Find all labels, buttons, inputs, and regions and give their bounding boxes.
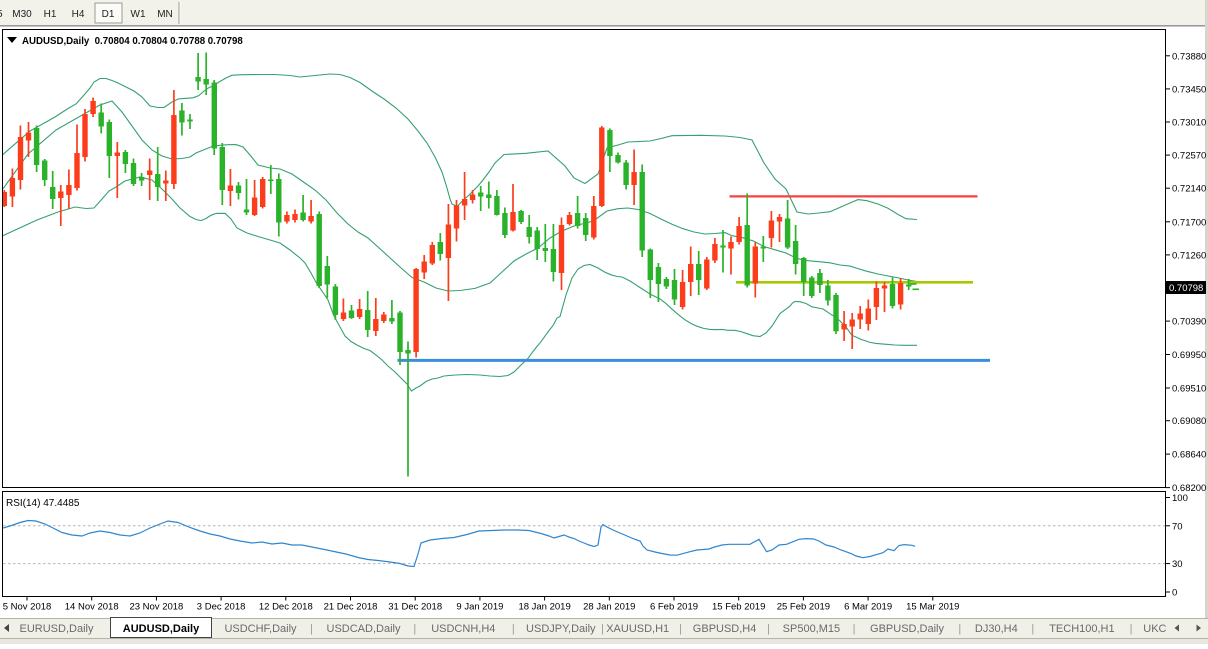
svg-text:15 Feb 2019: 15 Feb 2019 xyxy=(712,602,765,613)
svg-text:0.72140: 0.72140 xyxy=(1172,184,1206,195)
svg-text:15 Mar 2019: 15 Mar 2019 xyxy=(906,602,959,613)
svg-text:AUDUSD,Daily: AUDUSD,Daily xyxy=(123,623,200,635)
svg-text:12 Dec 2018: 12 Dec 2018 xyxy=(259,602,313,613)
svg-text:RSI(14) 47.4485: RSI(14) 47.4485 xyxy=(6,498,80,509)
svg-text:|: | xyxy=(413,623,416,635)
svg-text:D1: D1 xyxy=(102,9,115,20)
svg-text:|: | xyxy=(601,623,604,635)
svg-text:|: | xyxy=(1031,623,1034,635)
svg-text:5: 5 xyxy=(0,9,3,20)
svg-text:AUDUSD,Daily 0.70804 0.70804: AUDUSD,Daily 0.70804 0.70804 0.70788 0.7… xyxy=(22,36,243,47)
svg-text:|: | xyxy=(310,623,313,635)
svg-text:70: 70 xyxy=(1172,521,1183,532)
svg-text:0.69510: 0.69510 xyxy=(1172,384,1206,395)
svg-text:0.70798: 0.70798 xyxy=(1169,283,1203,294)
svg-text:14 Nov 2018: 14 Nov 2018 xyxy=(65,602,119,613)
svg-text:100: 100 xyxy=(1172,493,1188,504)
svg-text:6 Mar 2019: 6 Mar 2019 xyxy=(844,602,892,613)
svg-text:0.69950: 0.69950 xyxy=(1172,350,1206,361)
svg-text:0.68640: 0.68640 xyxy=(1172,450,1206,461)
svg-text:6 Feb 2019: 6 Feb 2019 xyxy=(650,602,698,613)
svg-text:DJ30,H4: DJ30,H4 xyxy=(975,623,1018,635)
svg-text:XAUUSD,H1: XAUUSD,H1 xyxy=(606,623,669,635)
svg-text:0.71260: 0.71260 xyxy=(1172,250,1206,261)
svg-text:H1: H1 xyxy=(44,9,57,20)
svg-text:3 Dec 2018: 3 Dec 2018 xyxy=(197,602,246,613)
svg-text:18 Jan 2019: 18 Jan 2019 xyxy=(518,602,570,613)
svg-text:|: | xyxy=(853,623,856,635)
svg-text:TECH100,H1: TECH100,H1 xyxy=(1049,623,1114,635)
svg-text:USDCNH,H4: USDCNH,H4 xyxy=(431,623,495,635)
svg-text:USDJPY,Daily: USDJPY,Daily xyxy=(526,623,596,635)
svg-text:5 Nov 2018: 5 Nov 2018 xyxy=(3,602,52,613)
svg-text:30: 30 xyxy=(1172,559,1183,570)
svg-text:21 Dec 2018: 21 Dec 2018 xyxy=(324,602,378,613)
svg-text:25 Feb 2019: 25 Feb 2019 xyxy=(777,602,830,613)
svg-text:0.68200: 0.68200 xyxy=(1172,483,1206,494)
svg-text:|: | xyxy=(1130,623,1133,635)
svg-text:0.69080: 0.69080 xyxy=(1172,416,1206,427)
svg-text:H4: H4 xyxy=(72,9,85,20)
svg-text:23 Nov 2018: 23 Nov 2018 xyxy=(129,602,183,613)
svg-text:0.73010: 0.73010 xyxy=(1172,118,1206,129)
svg-text:0.71700: 0.71700 xyxy=(1172,217,1206,228)
svg-text:GBPUSD,H4: GBPUSD,H4 xyxy=(693,623,757,635)
svg-text:USDCHF,Daily: USDCHF,Daily xyxy=(224,623,297,635)
svg-text:|: | xyxy=(512,623,515,635)
svg-text:MN: MN xyxy=(157,9,173,20)
svg-text:0.73450: 0.73450 xyxy=(1172,84,1206,95)
svg-text:0.72570: 0.72570 xyxy=(1172,151,1206,162)
svg-text:|: | xyxy=(958,623,961,635)
svg-text:0.70390: 0.70390 xyxy=(1172,317,1206,328)
svg-text:0.73880: 0.73880 xyxy=(1172,51,1206,62)
svg-text:W1: W1 xyxy=(131,9,146,20)
svg-text:|: | xyxy=(767,623,770,635)
svg-text:SP500,M15: SP500,M15 xyxy=(783,623,840,635)
svg-text:31 Dec 2018: 31 Dec 2018 xyxy=(388,602,442,613)
svg-text:EURUSD,Daily: EURUSD,Daily xyxy=(20,623,94,635)
svg-text:GBPUSD,Daily: GBPUSD,Daily xyxy=(870,623,944,635)
svg-text:0: 0 xyxy=(1172,588,1177,599)
svg-text:|: | xyxy=(679,623,682,635)
svg-text:M30: M30 xyxy=(12,9,32,20)
svg-text:9 Jan 2019: 9 Jan 2019 xyxy=(456,602,503,613)
svg-text:28 Jan 2019: 28 Jan 2019 xyxy=(583,602,635,613)
svg-text:USDCAD,Daily: USDCAD,Daily xyxy=(327,623,401,635)
svg-text:UKC: UKC xyxy=(1143,623,1166,635)
